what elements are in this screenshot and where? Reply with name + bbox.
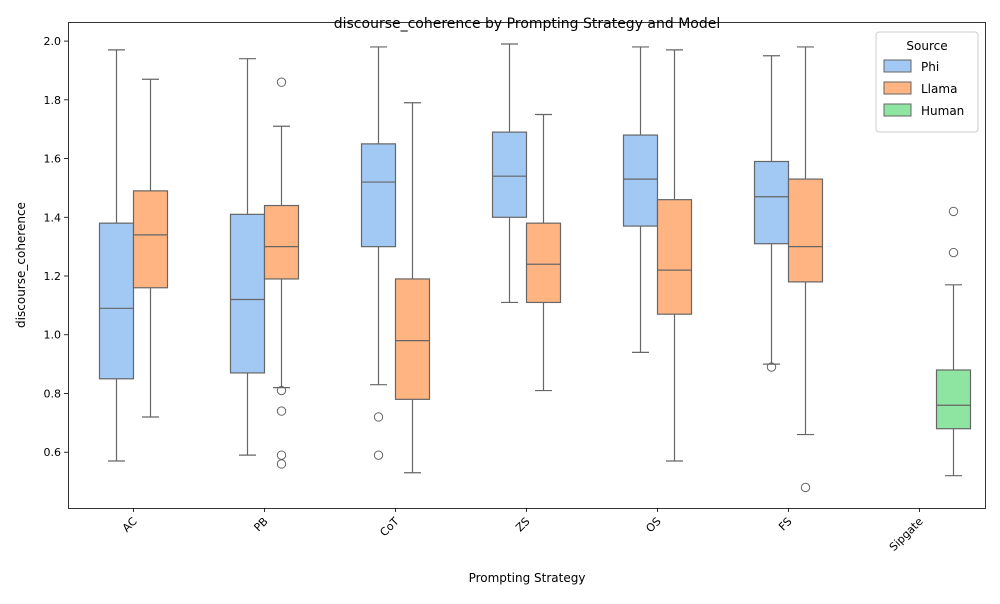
legend: Source Phi Llama Human [875, 31, 979, 133]
outlier-point [373, 450, 384, 460]
chart-title: discourse_coherence by Prompting Strateg… [334, 16, 721, 32]
box-phi-zs [491, 43, 528, 304]
box-phi-cot [360, 46, 397, 460]
iqr-box [491, 131, 528, 218]
legend-swatch-human [883, 103, 912, 117]
y-tick-label: 2.0 [44, 35, 62, 48]
outlier-point [276, 450, 287, 460]
x-tick-label: OS [643, 515, 663, 535]
x-tick-label: FS [776, 515, 794, 533]
outlier-point [766, 362, 777, 372]
iqr-box [394, 278, 431, 400]
box-llama-zs [525, 113, 562, 392]
x-tick-label: CoT [377, 515, 401, 539]
box-llama-fs [787, 46, 824, 493]
outlier-point [948, 206, 959, 217]
y-tick-label: 0.6 [44, 446, 62, 459]
outlier-point [276, 385, 287, 396]
outlier-point [373, 412, 384, 422]
outlier-point [276, 77, 287, 87]
box-llama-os [656, 49, 693, 462]
box-phi-os [622, 46, 659, 353]
outlier-point [276, 459, 287, 469]
y-tick-label: 1.6 [44, 153, 62, 166]
iqr-box [229, 213, 266, 374]
iqr-box [132, 190, 169, 289]
iqr-box [787, 178, 824, 283]
iqr-box [263, 204, 300, 280]
iqr-box [622, 134, 659, 227]
y-tick-label: 0.8 [44, 387, 62, 400]
plot-frame [68, 22, 986, 509]
x-tick-label: Sipgate [887, 515, 926, 554]
y-axis-label: discourse_coherence [14, 202, 28, 328]
legend-label-human: Human [921, 104, 964, 118]
legend-label-phi: Phi [921, 60, 939, 74]
iqr-box [656, 199, 693, 315]
y-tick-label: 1.8 [44, 94, 62, 107]
x-tick-label: PB [251, 515, 270, 534]
legend-swatch-phi [883, 59, 912, 73]
outlier-point [276, 406, 287, 416]
iqr-box [753, 160, 790, 245]
box-phi-ac [98, 49, 135, 462]
box-llama-ac [132, 78, 169, 418]
box-phi-fs [753, 55, 790, 372]
x-tick-label: AC [120, 515, 140, 535]
box-llama-pb [263, 77, 300, 469]
box-llama-cot [394, 102, 431, 474]
iqr-box [525, 222, 562, 304]
y-tick-label: 1.2 [44, 270, 62, 283]
y-tick-label: 1.4 [44, 211, 62, 224]
y-tick-label: 1.0 [44, 329, 62, 342]
iqr-box [360, 143, 397, 248]
legend-swatch-llama [883, 81, 912, 95]
legend-title: Source [906, 39, 947, 53]
outlier-point [800, 482, 811, 493]
legend-label-llama: Llama [921, 82, 957, 96]
x-tick-label: ZS [513, 515, 532, 534]
iqr-box [935, 369, 972, 430]
iqr-box [98, 222, 135, 380]
outlier-point [948, 247, 959, 258]
box-phi-pb [229, 58, 266, 456]
box-human-sipgate [935, 206, 972, 477]
x-axis-label: Prompting Strategy [469, 571, 586, 585]
